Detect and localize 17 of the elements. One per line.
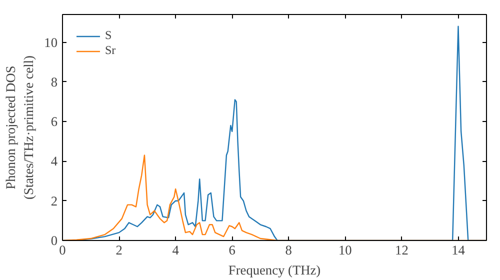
x-axis-title: Frequency (THz)	[228, 262, 321, 278]
legend-label: S	[105, 28, 113, 43]
y-tick-label: 4	[50, 154, 58, 169]
x-tick-label: 12	[395, 242, 408, 258]
y-tick-label: 8	[50, 74, 58, 90]
x-tick-label: 6	[228, 242, 236, 258]
y-tick-label: 0	[50, 233, 58, 248]
x-tick-label: 14	[452, 242, 466, 258]
y-tick-label: 6	[50, 114, 58, 130]
y-tick-label: 10	[44, 34, 58, 50]
y-tick-label: 2	[50, 193, 58, 208]
x-tick-label: 10	[338, 242, 352, 258]
x-tick-label: 2	[116, 242, 122, 258]
y-axis-title: Phonon projected DOS (States/THz·primitive cell)	[3, 56, 36, 200]
x-tick-label: 8	[285, 242, 292, 258]
legend-label: Sr	[105, 43, 117, 58]
x-tick-label: 4	[172, 242, 180, 258]
